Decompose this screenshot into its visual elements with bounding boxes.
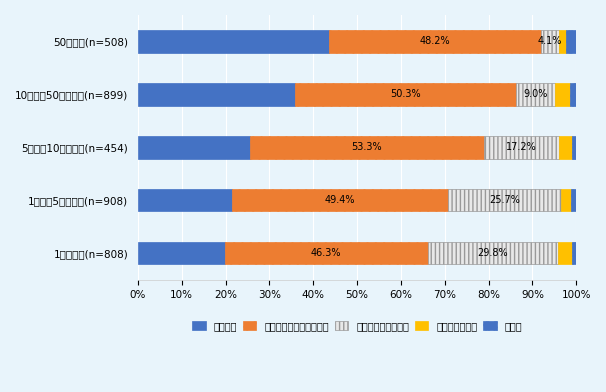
Bar [225, 242, 428, 265]
Text: 48.2%: 48.2% [420, 36, 450, 47]
Bar [561, 189, 571, 212]
Text: 46.3%: 46.3% [311, 248, 341, 258]
Text: 53.3%: 53.3% [351, 142, 382, 152]
Bar [571, 189, 576, 212]
Text: 9.0%: 9.0% [524, 89, 548, 100]
Text: 49.4%: 49.4% [325, 195, 355, 205]
Bar [138, 30, 330, 53]
Bar [566, 30, 576, 53]
Bar [138, 136, 250, 158]
Bar [138, 83, 295, 105]
Text: 17.2%: 17.2% [506, 142, 537, 152]
Bar [559, 136, 572, 158]
Bar [516, 83, 555, 105]
Text: 4.1%: 4.1% [538, 36, 562, 47]
Bar [558, 242, 572, 265]
Bar [138, 189, 231, 212]
Bar [330, 30, 541, 53]
Bar [570, 83, 576, 105]
Text: 50.3%: 50.3% [390, 89, 421, 100]
Bar [448, 189, 561, 212]
Bar [555, 83, 570, 105]
Bar [484, 136, 559, 158]
Bar [541, 30, 559, 53]
Bar [138, 242, 225, 265]
Bar [572, 242, 576, 265]
Bar [250, 136, 484, 158]
Bar [231, 189, 448, 212]
Legend: 都市銀行, 地方銀行・第二地方銀行, 信用金庫・信用組合, 政府系金融機関, その他: 都市銀行, 地方銀行・第二地方銀行, 信用金庫・信用組合, 政府系金融機関, そ… [190, 319, 524, 333]
Bar [559, 30, 566, 53]
Text: 25.7%: 25.7% [489, 195, 520, 205]
Bar [572, 136, 577, 158]
Text: 29.8%: 29.8% [478, 248, 508, 258]
Bar [428, 242, 558, 265]
Bar [295, 83, 516, 105]
